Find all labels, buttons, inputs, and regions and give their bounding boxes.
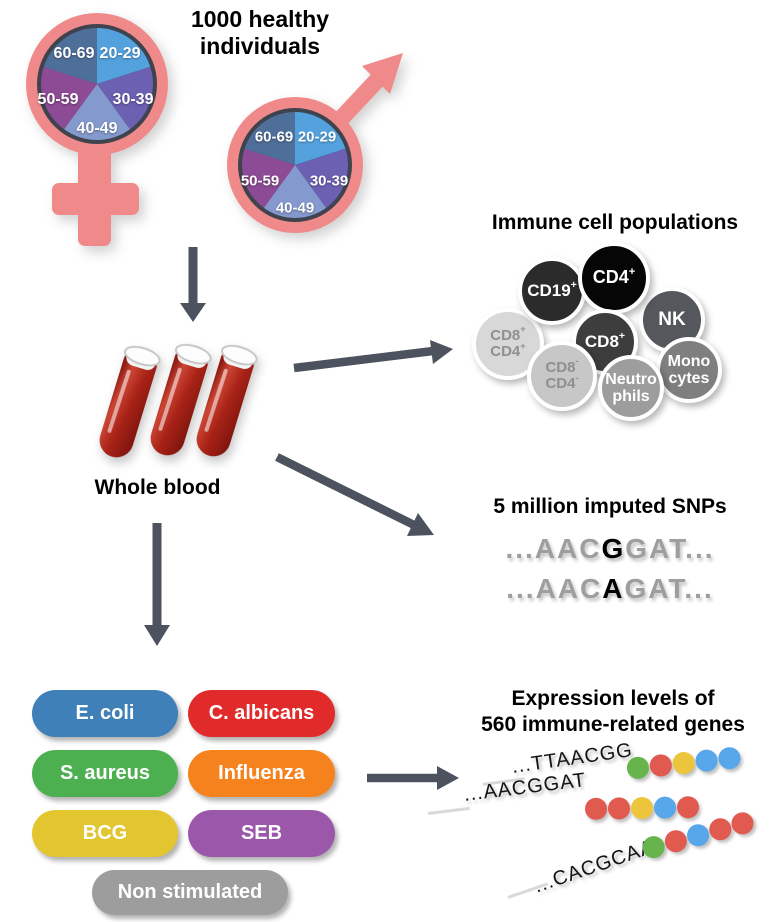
- stimulus-label: Non stimulated: [117, 881, 263, 903]
- expression-dot: [676, 796, 700, 819]
- stimulus-seb: SEB: [188, 810, 335, 857]
- snp-prefix: ...AAC: [506, 573, 603, 604]
- male-age-pie: [241, 112, 349, 218]
- stimulus-ecoli: E. coli: [32, 690, 178, 737]
- whole-blood-label: Whole blood: [94, 476, 221, 499]
- header-title-line2: individuals: [199, 33, 321, 59]
- snp-prefix: ...AAC: [505, 533, 602, 564]
- arrow-to-expression-icon: [367, 766, 459, 790]
- stimulus-label: SEB: [240, 822, 283, 844]
- age-label: 50-59: [240, 172, 280, 190]
- age-label: 60-69: [53, 45, 95, 62]
- age-label: 60-69: [254, 128, 294, 146]
- cell-neutrophils: Neutro phils: [598, 355, 664, 421]
- snp-sequence: ...AACAGAT...: [455, 573, 765, 605]
- age-label: 40-49: [275, 199, 315, 217]
- cell-cd8n-cd4n: CD8- CD4-: [527, 341, 597, 411]
- snp-variant: A: [602, 573, 625, 604]
- stimulus-label: E. coli: [75, 702, 135, 724]
- expression-dot: [630, 796, 654, 820]
- cell-cd4: CD4+: [578, 242, 650, 314]
- expression-dot: [717, 746, 742, 771]
- female-symbol-icon: [26, 13, 168, 246]
- snp-suffix: GAT...: [624, 573, 714, 604]
- expression-dot: [584, 797, 608, 820]
- age-label: 20-29: [297, 128, 337, 146]
- stimulus-label: Influenza: [218, 762, 305, 784]
- stimulus-influenza: Influenza: [188, 750, 335, 797]
- age-label: 20-29: [99, 45, 141, 62]
- expression-title-line2: 560 immune-related genes: [481, 713, 745, 736]
- age-label: 40-49: [76, 120, 118, 137]
- expression-dot: [671, 750, 696, 776]
- snp-variant: G: [601, 533, 626, 564]
- expression-section-title: Expression levels of 560 immune-related …: [455, 686, 771, 738]
- female-age-pie: [40, 28, 154, 140]
- expression-dot: [694, 748, 719, 773]
- age-label: 30-39: [112, 91, 154, 108]
- expression-title-line1: Expression levels of: [511, 687, 715, 710]
- male-symbol-icon: [227, 53, 403, 233]
- snp-sequence: ...AACGGAT...: [455, 533, 765, 565]
- stimulus-nonstimulated: Non stimulated: [92, 870, 288, 915]
- snps-section-title: 5 million imputed SNPs: [493, 495, 727, 518]
- expression-dot: [625, 755, 651, 780]
- stimulus-label: C. albicans: [208, 702, 315, 724]
- snp-suffix: GAT...: [625, 533, 715, 564]
- age-label: 50-59: [37, 91, 79, 108]
- stimulus-bcg: BCG: [32, 810, 178, 857]
- arrow-to-snps-icon: [275, 453, 434, 536]
- stimulus-label: S. aureus: [59, 762, 151, 784]
- expression-dot: [648, 753, 673, 778]
- cell-cd19: CD19+: [518, 257, 586, 325]
- arrow-down-to-stimuli-icon: [144, 523, 170, 646]
- arrow-to-immune-cells-icon: [293, 340, 453, 373]
- header-title-line1: 1000 healthy: [190, 6, 330, 32]
- expression-dot-strip: [584, 796, 700, 820]
- expression-dot: [653, 796, 677, 819]
- cell-monocytes: Mono cytes: [656, 337, 722, 403]
- expression-dot: [607, 797, 631, 820]
- header-title: 1000 healthy individuals: [170, 6, 350, 60]
- arrow-down-to-blood-icon: [180, 247, 206, 322]
- stimulus-label: BCG: [82, 822, 128, 844]
- stimulus-saureus: S. aureus: [32, 750, 178, 797]
- immune-section-title: Immune cell populations: [491, 211, 739, 234]
- age-label: 30-39: [309, 172, 349, 190]
- stimulus-calbicans: C. albicans: [188, 690, 335, 737]
